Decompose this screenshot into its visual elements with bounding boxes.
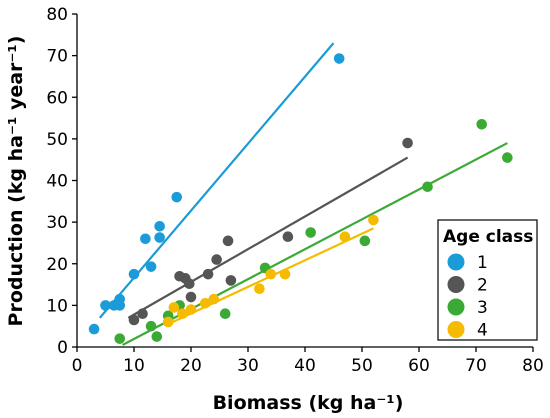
x-tick-label: 10 [123,356,145,376]
data-point-age-class-1 [154,220,165,232]
data-point-age-class-2 [222,235,234,247]
data-point-age-class-4 [208,293,220,305]
data-point-age-class-4 [339,231,351,242]
data-point-age-class-2 [211,254,222,265]
legend-marker-age-class-2 [447,276,465,293]
legend-label-age-class-4: 4 [477,321,488,341]
x-tick-label: 0 [72,356,83,376]
data-point-age-class-3 [502,152,513,163]
data-point-age-class-4 [254,283,265,295]
x-tick-label: 50 [351,356,373,376]
legend-label-age-class-3: 3 [477,298,488,318]
legend-marker-age-class-4 [447,321,465,338]
plot-layer [88,42,513,346]
data-point-age-class-1 [128,268,140,280]
y-tick-label: 10 [46,296,68,316]
y-tick-label: 60 [46,88,68,108]
data-point-age-class-1 [145,261,157,272]
data-point-age-class-1 [88,323,100,335]
data-point-age-class-4 [177,308,188,320]
data-point-age-class-4 [279,268,291,280]
y-tick-label: 70 [46,47,68,67]
data-point-age-class-3 [114,333,126,344]
data-point-age-class-2 [185,291,197,303]
data-point-age-class-2 [202,268,214,280]
y-tick-label: 80 [46,5,68,25]
x-tick-label: 70 [465,356,487,376]
data-point-age-class-3 [151,331,163,342]
y-tick-label: 30 [46,213,68,233]
legend-marker-age-class-3 [447,298,465,316]
y-tick-label: 20 [46,255,68,275]
legend-label-age-class-1: 1 [477,253,488,273]
data-point-age-class-3 [145,320,157,332]
data-point-age-class-1 [114,293,126,305]
data-point-age-class-3 [359,235,371,247]
data-point-age-class-3 [219,308,231,320]
x-tick-label: 30 [237,356,259,376]
data-point-age-class-4 [199,297,211,309]
data-point-age-class-2 [183,278,195,290]
y-tick-label: 40 [46,172,68,192]
data-point-age-class-4 [185,304,197,315]
data-point-age-class-3 [422,181,433,193]
data-point-age-class-4 [265,268,277,280]
fit-line-age-class-2 [127,156,409,319]
data-point-age-class-1 [154,232,165,243]
x-axis-title: Biomass (kg ha⁻¹) [213,392,404,414]
data-point-age-class-3 [476,119,488,130]
x-tick-label: 20 [180,356,202,376]
y-tick-label: 50 [46,130,68,150]
data-point-age-class-4 [162,316,174,328]
legend-label-age-class-2: 2 [477,276,488,296]
legend: Age class 1 23 4 [437,219,538,341]
y-tick-label: 0 [57,338,68,358]
data-point-age-class-2 [137,308,148,320]
data-point-age-class-2 [282,231,294,242]
data-point-age-class-3 [305,227,317,238]
legend-marker-age-class-1 [447,253,465,271]
legend-title: Age class [443,227,533,247]
data-point-age-class-1 [100,300,111,311]
x-tick-label: 40 [294,356,316,376]
x-tick-label: 60 [408,356,430,376]
data-point-age-class-1 [171,191,183,203]
axes-layer: 0 10 20 30 40 50 60 70 80 0 10 20 30 40 50 60 70 80 [46,5,543,376]
data-point-age-class-2 [128,314,140,326]
data-point-age-class-1 [333,53,345,64]
x-tick-label: 80 [522,356,544,376]
data-point-age-class-2 [225,275,237,286]
data-point-age-class-2 [402,137,413,149]
data-point-age-class-1 [140,233,151,245]
y-axis-title: Production (kg ha⁻¹ year⁻¹) [5,36,27,327]
data-point-age-class-4 [368,214,379,226]
data-point-age-class-4 [168,302,180,313]
